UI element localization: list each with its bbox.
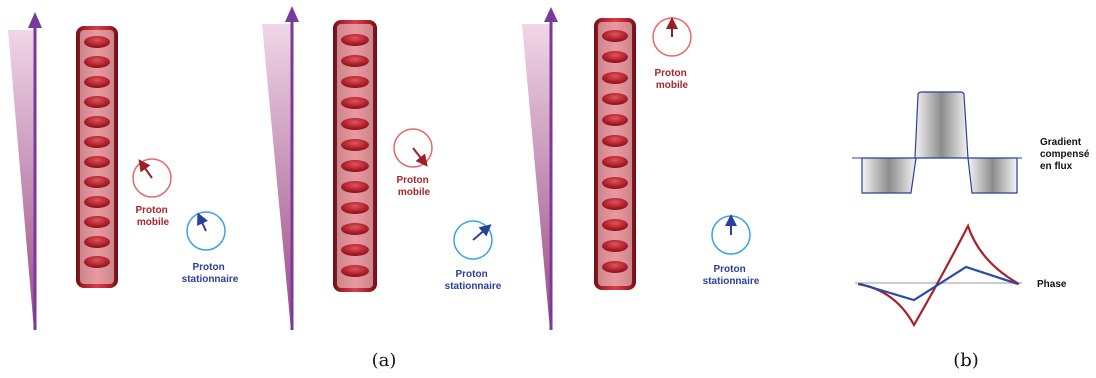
blood-vessel	[594, 18, 636, 290]
phase-label: Phase	[1037, 279, 1067, 290]
caption-b: (b)	[953, 350, 979, 371]
gradient-wedge	[522, 24, 550, 330]
mobile-proton-label: Proton mobile	[655, 68, 690, 91]
phase-curve-stationary	[859, 265, 1019, 302]
negative-lobe-left	[861, 157, 917, 194]
phase-curve-mobile	[857, 223, 1020, 328]
mobile-proton-label: Proton mobile	[397, 175, 432, 198]
positive-lobe	[914, 91, 969, 159]
frame-2: Proton mobile Proton stationnaire	[262, 6, 502, 330]
red-blood-cells	[602, 30, 628, 273]
blood-vessel	[76, 26, 118, 288]
mobile-proton-label: Proton mobile	[136, 205, 171, 228]
mobile-proton-icon	[652, 17, 692, 57]
stationary-proton-label: Proton stationnaire	[182, 262, 239, 285]
red-blood-cells	[84, 36, 110, 268]
stationary-proton-icon	[453, 220, 493, 260]
mobile-proton-icon	[132, 158, 172, 198]
gradient-wedge	[262, 24, 291, 330]
arrow-head-icon	[285, 6, 299, 22]
stationary-proton-label: Proton stationnaire	[445, 269, 502, 292]
arrow-head-icon	[28, 12, 42, 28]
gradient-wedge	[8, 30, 34, 330]
red-blood-cells	[341, 34, 369, 277]
negative-lobe-right	[967, 157, 1018, 194]
arrow-head-icon	[544, 7, 558, 22]
frame-3: Proton mobile Proton stationnaire	[522, 7, 760, 330]
stationary-proton-icon	[186, 211, 226, 251]
stationary-proton-label: Proton stationnaire	[703, 264, 760, 287]
blood-vessel	[333, 20, 377, 292]
caption-a: (a)	[372, 350, 397, 371]
mobile-proton-icon	[393, 128, 433, 168]
gradient-waveform	[852, 91, 1022, 194]
gradient-label: Gradient compensé en flux	[1040, 137, 1092, 172]
frame-1: Proton mobile Proton stationnaire	[8, 12, 239, 330]
phase-plot	[855, 223, 1022, 328]
stationary-proton-icon	[711, 214, 751, 255]
